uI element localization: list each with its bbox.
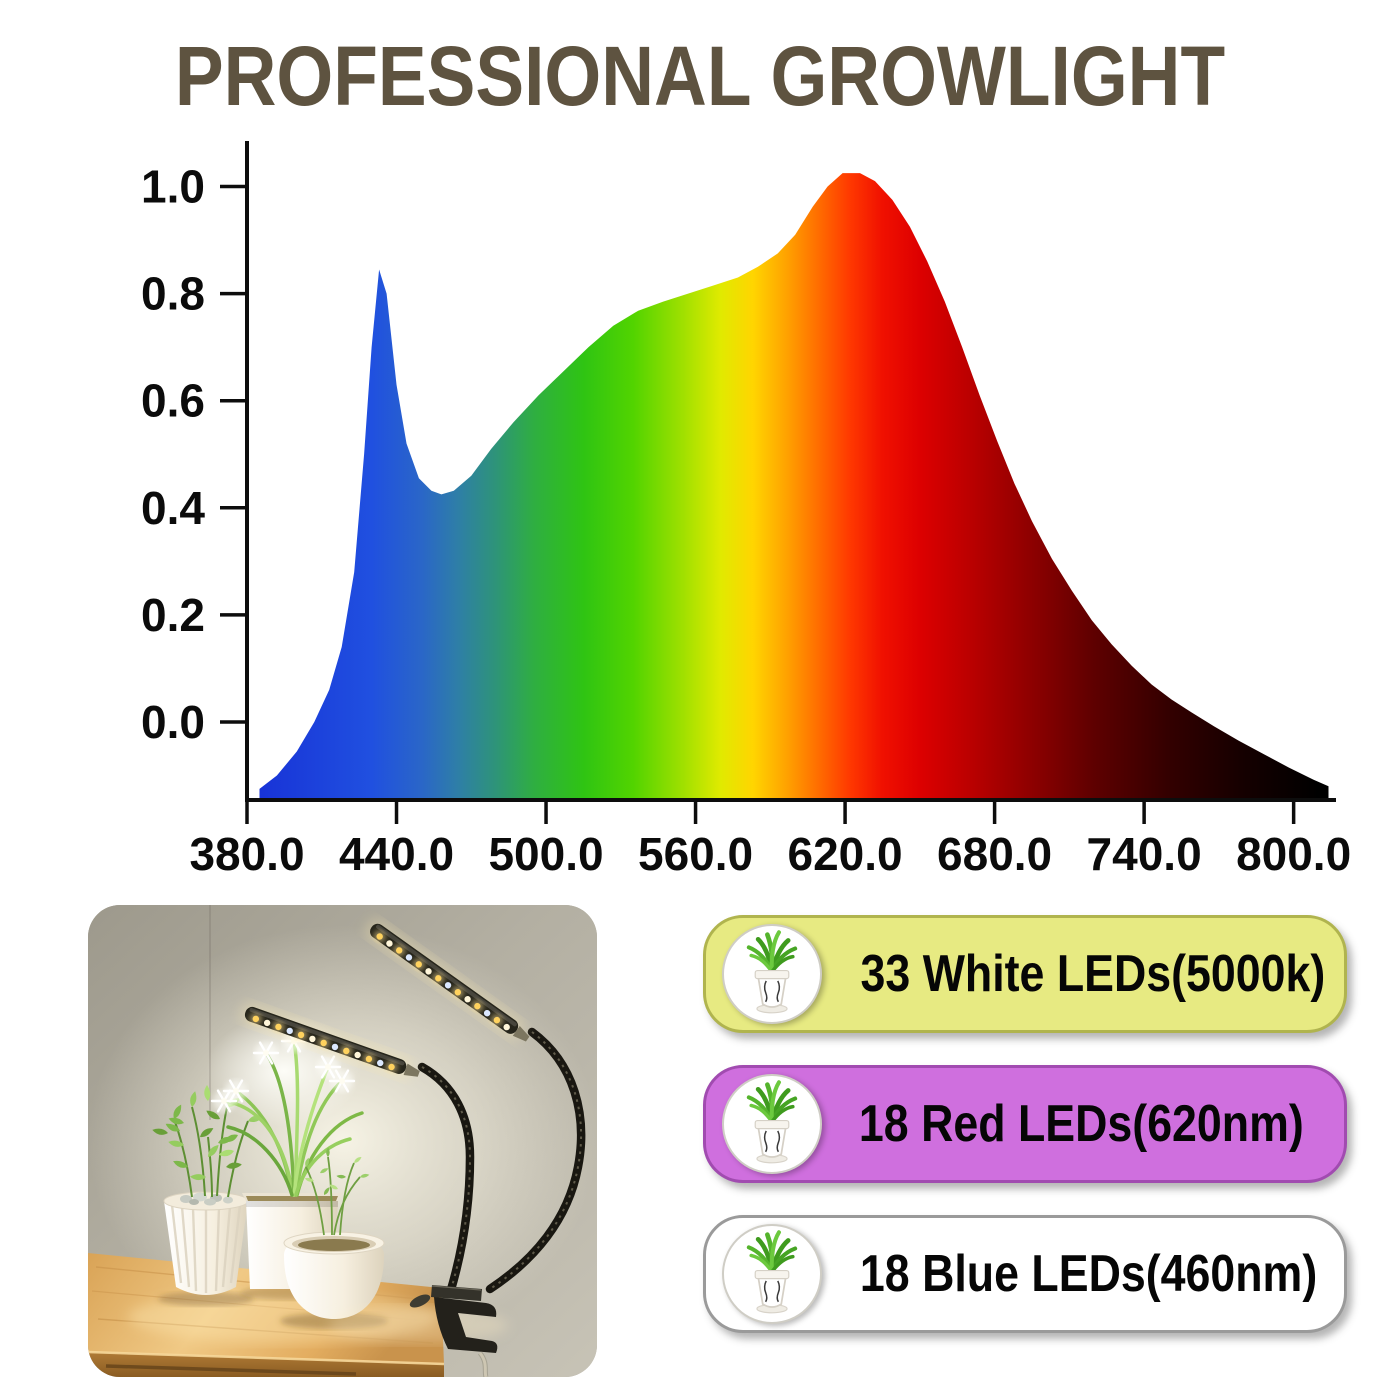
badge-red-leds-label: 18 Red LEDs(620nm): [858, 1095, 1304, 1153]
x-tick-label: 800.0: [1236, 828, 1351, 880]
led-dots: [376, 933, 510, 1031]
potted-plant-icon: [722, 924, 822, 1024]
x-tick-label: 740.0: [1087, 828, 1202, 880]
potted-plant-icon: [722, 1224, 822, 1324]
badge-white-leds: 33 White LEDs(5000k): [703, 915, 1347, 1033]
spectrum-area: [259, 173, 1329, 799]
x-tick-label: 440.0: [339, 828, 454, 880]
led-bar-near: [239, 1001, 420, 1080]
y-tick-label: 1.0: [141, 161, 205, 213]
x-tick-label: 560.0: [638, 828, 753, 880]
x-tick-label: 680.0: [937, 828, 1052, 880]
soil: [246, 1196, 338, 1201]
power-cord: [478, 1352, 488, 1377]
gooseneck-far: [485, 1027, 586, 1294]
y-tick-label: 0.2: [141, 589, 205, 641]
badge-red-leds: 18 Red LEDs(620nm): [703, 1065, 1347, 1183]
hinge: [403, 1063, 420, 1077]
led-bar-far: [365, 918, 530, 1042]
left-pot: [158, 1191, 254, 1306]
feature-badges: 33 White LEDs(5000k) 18 Red LEDs(620nm) …: [703, 915, 1347, 1337]
product-photo: [88, 905, 597, 1377]
table-front: [88, 1352, 444, 1377]
right-plant: [303, 1147, 370, 1236]
led-dots: [252, 1015, 395, 1071]
y-tick-label: 0.6: [141, 375, 205, 427]
left-plant: [151, 1085, 265, 1198]
clamp: [409, 1285, 498, 1353]
axes: [245, 141, 1336, 802]
hinge: [512, 1025, 530, 1042]
right-pot: [280, 1231, 388, 1329]
badge-blue-leds: 18 Blue LEDs(460nm): [703, 1215, 1347, 1333]
potted-plant-icon: [722, 1074, 822, 1174]
page-title: PROFESSIONAL GROWLIGHT: [174, 29, 1226, 123]
badge-blue-leds-label: 18 Blue LEDs(460nm): [859, 1245, 1318, 1303]
pebbles: [180, 1192, 233, 1206]
y-tick-label: 0.4: [141, 482, 205, 534]
gooseneck-near: [417, 1062, 475, 1298]
x-tick-label: 620.0: [788, 828, 903, 880]
badge-white-leds-label: 33 White LEDs(5000k): [860, 945, 1326, 1003]
x-axis: 380.0 440.0 500.0 560.0 620.0 680.0 740.0 800.0: [189, 800, 1351, 880]
drawer-line: [105, 1364, 357, 1376]
y-axis: 0.0 0.2 0.4 0.6 0.8 1.0: [141, 161, 245, 748]
soil: [298, 1239, 370, 1251]
y-tick-label: 0.0: [141, 696, 205, 748]
y-tick-label: 0.8: [141, 268, 205, 320]
x-tick-label: 380.0: [189, 828, 304, 880]
clamp-knob: [409, 1294, 431, 1308]
x-tick-label: 500.0: [488, 828, 603, 880]
